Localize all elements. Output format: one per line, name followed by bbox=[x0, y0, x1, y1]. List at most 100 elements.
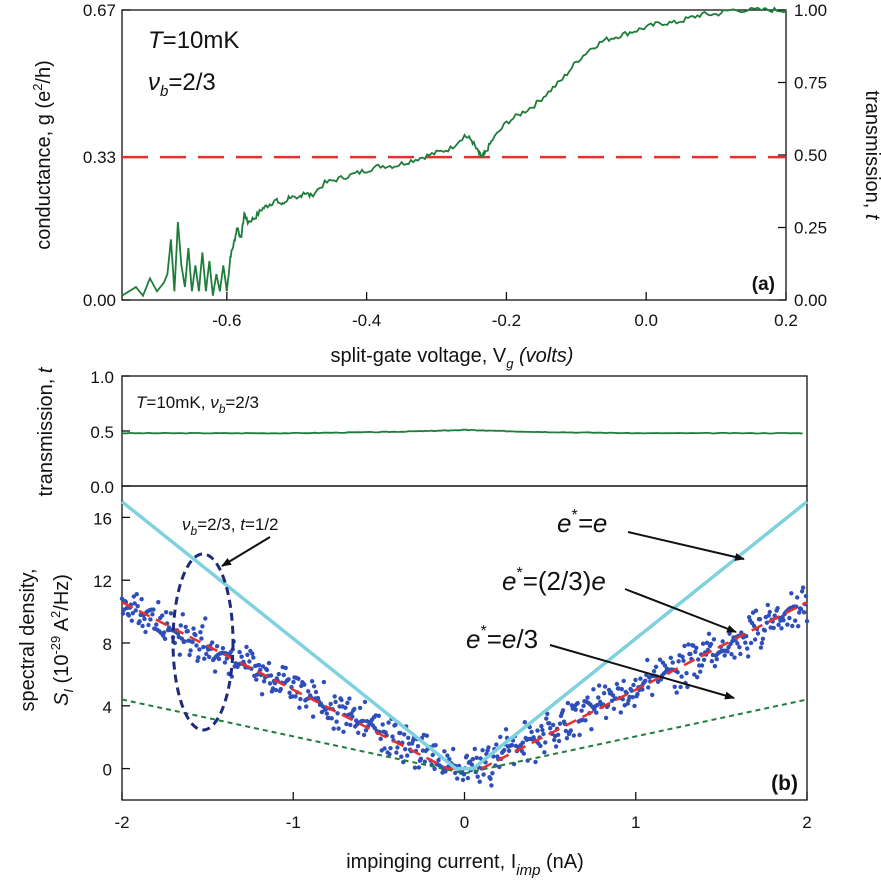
noise-data-point bbox=[548, 726, 553, 731]
noise-data-point bbox=[767, 609, 772, 615]
noise-data-point bbox=[363, 728, 369, 733]
noise-data-point bbox=[547, 721, 552, 726]
transmission-tick-label: 1.0 bbox=[90, 368, 114, 387]
noise-data-point bbox=[696, 657, 701, 662]
noise-data-point bbox=[350, 714, 355, 719]
noise-data-point bbox=[640, 687, 645, 692]
noise-data-point bbox=[198, 630, 203, 635]
noise-data-point bbox=[180, 612, 185, 617]
noise-data-point bbox=[352, 706, 357, 712]
noise-data-point bbox=[725, 649, 730, 654]
noise-data-point bbox=[678, 684, 683, 690]
noise-data-point bbox=[347, 696, 352, 701]
noise-data-point bbox=[168, 611, 174, 616]
noise-data-point bbox=[470, 757, 475, 762]
noise-data-point bbox=[151, 607, 156, 612]
noise-data-point bbox=[555, 732, 561, 737]
panel-b-label: (b) bbox=[771, 772, 798, 795]
noise-data-point bbox=[589, 727, 594, 732]
transmission-tick-label: 0.5 bbox=[90, 423, 114, 442]
noise-data-point bbox=[315, 695, 321, 701]
noise-data-point bbox=[489, 783, 494, 788]
panel-a-right-tick-label: 1.00 bbox=[794, 1, 827, 20]
noise-data-point bbox=[190, 639, 195, 645]
noise-data-point bbox=[302, 682, 307, 687]
noise-data-point bbox=[460, 777, 466, 783]
noise-data-point bbox=[601, 691, 607, 696]
noise-data-point bbox=[646, 685, 651, 690]
noise-data-point bbox=[185, 629, 190, 634]
noise-data-point bbox=[260, 664, 266, 669]
noise-data-point bbox=[278, 686, 283, 692]
noise-data-point bbox=[183, 624, 188, 630]
noise-data-point bbox=[804, 619, 810, 624]
noise-data-point bbox=[142, 616, 147, 622]
noise-data-point bbox=[577, 732, 582, 738]
noise-data-point bbox=[412, 765, 418, 770]
noise-data-point bbox=[395, 745, 400, 750]
noise-data-point bbox=[188, 648, 193, 653]
noise-data-point bbox=[506, 748, 512, 753]
panel-a-left-ylabel: conductance, g (e2/h) bbox=[30, 60, 55, 250]
noise-data-point bbox=[625, 701, 630, 706]
noise-data-point bbox=[331, 726, 336, 731]
noise-data-point bbox=[759, 640, 765, 646]
noise-data-point bbox=[255, 672, 260, 677]
noise-data-point bbox=[757, 617, 763, 622]
third-arrow bbox=[549, 644, 735, 700]
panel-b-ylabel-line1: spectral density, bbox=[17, 568, 39, 711]
noise-data-point bbox=[360, 718, 366, 724]
noise-data-point bbox=[129, 618, 134, 623]
noise-data-point bbox=[451, 746, 456, 752]
noise-data-point bbox=[522, 720, 527, 725]
two-thirds-e-line bbox=[121, 601, 808, 770]
noise-data-point bbox=[143, 629, 148, 635]
noise-data-point bbox=[432, 766, 437, 771]
noise-data-point bbox=[686, 642, 691, 647]
noise-data-point bbox=[801, 610, 807, 615]
noise-data-point bbox=[329, 716, 334, 721]
noise-data-point bbox=[699, 663, 705, 668]
noise-data-point bbox=[261, 679, 267, 684]
panel-b-y-tick-label: 16 bbox=[93, 509, 112, 528]
noise-data-point bbox=[237, 649, 242, 655]
noise-data-point bbox=[803, 593, 809, 599]
noise-data-point bbox=[594, 710, 599, 715]
noise-data-point bbox=[653, 664, 659, 669]
noise-data-point bbox=[682, 643, 687, 649]
noise-data-point bbox=[298, 696, 303, 702]
noise-data-point bbox=[680, 654, 685, 659]
noise-data-point bbox=[779, 626, 784, 631]
panel-b-x-tick-label: -2 bbox=[114, 813, 129, 832]
noise-data-point bbox=[793, 618, 798, 623]
panel-b-x-tick-label: -1 bbox=[286, 813, 301, 832]
noise-data-point bbox=[533, 759, 538, 765]
panel-a-right-tick-label: 0.50 bbox=[794, 146, 827, 165]
noise-data-point bbox=[595, 702, 600, 708]
noise-data-point bbox=[442, 749, 447, 754]
noise-data-point bbox=[216, 656, 222, 662]
noise-data-point bbox=[345, 700, 350, 706]
noise-data-point bbox=[645, 657, 650, 663]
noise-data-point bbox=[575, 701, 580, 706]
noise-data-point bbox=[752, 637, 758, 642]
noise-data-point bbox=[133, 608, 138, 613]
noise-data-point bbox=[119, 596, 125, 601]
noise-data-point bbox=[465, 775, 471, 781]
panel-a: -0.6 -0.4 -0.2 0.0 0.20.000.330.670.000.250.… bbox=[30, 1, 881, 371]
e-third-line bbox=[121, 698, 808, 775]
noise-data-point bbox=[137, 619, 142, 624]
noise-data-point bbox=[581, 703, 586, 708]
noise-data-point bbox=[416, 765, 422, 770]
noise-data-point bbox=[328, 701, 333, 707]
noise-data-point bbox=[335, 711, 340, 716]
noise-data-point bbox=[244, 644, 249, 650]
noise-data-point bbox=[163, 610, 169, 615]
noise-data-point bbox=[283, 665, 288, 671]
noise-data-point bbox=[334, 719, 339, 724]
noise-data-point bbox=[306, 689, 311, 694]
noise-data-point bbox=[394, 750, 399, 755]
noise-data-point bbox=[343, 705, 348, 710]
noise-data-point bbox=[631, 682, 636, 688]
panel-b-xlabel: impinging current, Iimp (nA) bbox=[346, 851, 584, 879]
